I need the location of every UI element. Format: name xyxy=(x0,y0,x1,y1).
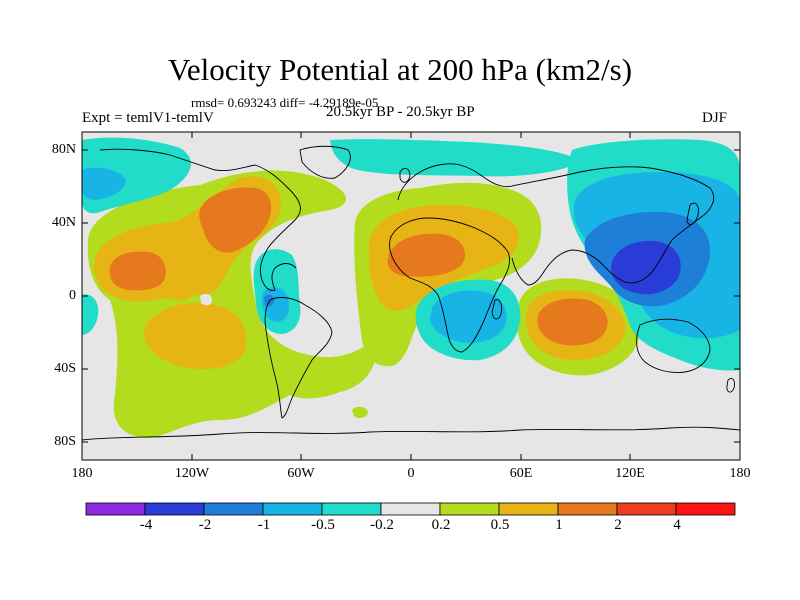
lon-label-60e: 60E xyxy=(509,466,533,481)
colorbar-label: 2 xyxy=(614,517,622,533)
lat-label-40s: 40S xyxy=(54,361,76,376)
neg-region-southafrica-mid xyxy=(430,290,507,343)
coast-uk xyxy=(399,168,411,183)
lon-label-60w: 60W xyxy=(287,466,315,481)
colorbar-swatch xyxy=(498,502,559,516)
colorbar-swatch xyxy=(557,502,618,516)
lat-label-80s: 80S xyxy=(54,434,76,449)
colorbar-swatch xyxy=(262,502,323,516)
colorbar-label: -0.2 xyxy=(370,517,394,533)
lat-label-40n: 40N xyxy=(51,215,76,230)
coast-antarctica xyxy=(82,426,740,441)
neg-region-caribbean-strong xyxy=(264,294,274,307)
pos-region-namerica-strong xyxy=(199,187,272,253)
coast-africa xyxy=(389,217,511,353)
chart-title: Velocity Potential at 200 hPa (km2/s) xyxy=(167,52,633,87)
colorbar-label: 4 xyxy=(673,517,681,533)
colorbar-swatch xyxy=(380,502,441,516)
neutral-hole-southpacific xyxy=(200,293,212,306)
tick-marks xyxy=(81,132,741,460)
coast-north-america xyxy=(99,148,301,291)
colorbar-swatch xyxy=(203,502,264,516)
coastlines xyxy=(82,145,740,441)
coast-europe xyxy=(397,163,513,201)
colorbar-label: 0.5 xyxy=(490,517,510,533)
lon-label-180w: 180 xyxy=(71,466,93,481)
pos-patch-southatlantic xyxy=(352,406,368,419)
lon-label-120w: 120W xyxy=(174,466,210,481)
colorbar xyxy=(85,502,736,516)
colorbar-swatch xyxy=(144,502,205,516)
coast-new-zealand xyxy=(726,377,735,393)
colorbar-label: -2 xyxy=(198,517,212,533)
coast-asia xyxy=(511,166,714,286)
colorbar-label: -1 xyxy=(257,517,271,533)
coast-australia xyxy=(636,318,711,373)
colorbar-swatch xyxy=(321,502,382,516)
period-label: 20.5kyr BP - 20.5kyr BP xyxy=(326,104,475,120)
colorbar-swatch xyxy=(616,502,677,516)
lon-label-120e: 120E xyxy=(615,466,645,481)
lon-label-180e: 180 xyxy=(729,466,751,481)
coast-madagascar xyxy=(491,299,503,320)
coast-greenland xyxy=(299,145,351,179)
experiment-label: Expt = temlV1-temlV xyxy=(82,110,214,126)
neg-region-northpacific-mid xyxy=(82,167,126,200)
pos-region-indianocean-strong xyxy=(537,298,608,346)
contour-fill xyxy=(82,132,740,460)
colorbar-swatch xyxy=(439,502,500,516)
coast-japan xyxy=(686,202,699,226)
stats-line: rmsd= 0.693243 diff= -4.29189e-05 xyxy=(191,95,379,110)
season-label: DJF xyxy=(702,110,728,126)
lat-label-0: 0 xyxy=(69,288,76,303)
pos-region-africa-strong xyxy=(387,233,466,277)
colorbar-label: -0.5 xyxy=(311,517,335,533)
lon-label-0: 0 xyxy=(407,466,415,481)
colorbar-swatch xyxy=(85,502,146,516)
neg-region-europe xyxy=(330,139,580,177)
colorbar-label: -4 xyxy=(139,517,153,533)
colorbar-swatch xyxy=(675,502,736,516)
pos-region-americas-strong xyxy=(109,251,166,291)
pos-region-samerica-mid xyxy=(144,303,247,370)
coast-south-america xyxy=(264,297,333,419)
colorbar-label: 1 xyxy=(555,517,563,533)
neg-region-westedge xyxy=(82,294,99,335)
colorbar-label: 0.2 xyxy=(431,517,451,533)
lat-label-80n: 80N xyxy=(51,142,76,157)
